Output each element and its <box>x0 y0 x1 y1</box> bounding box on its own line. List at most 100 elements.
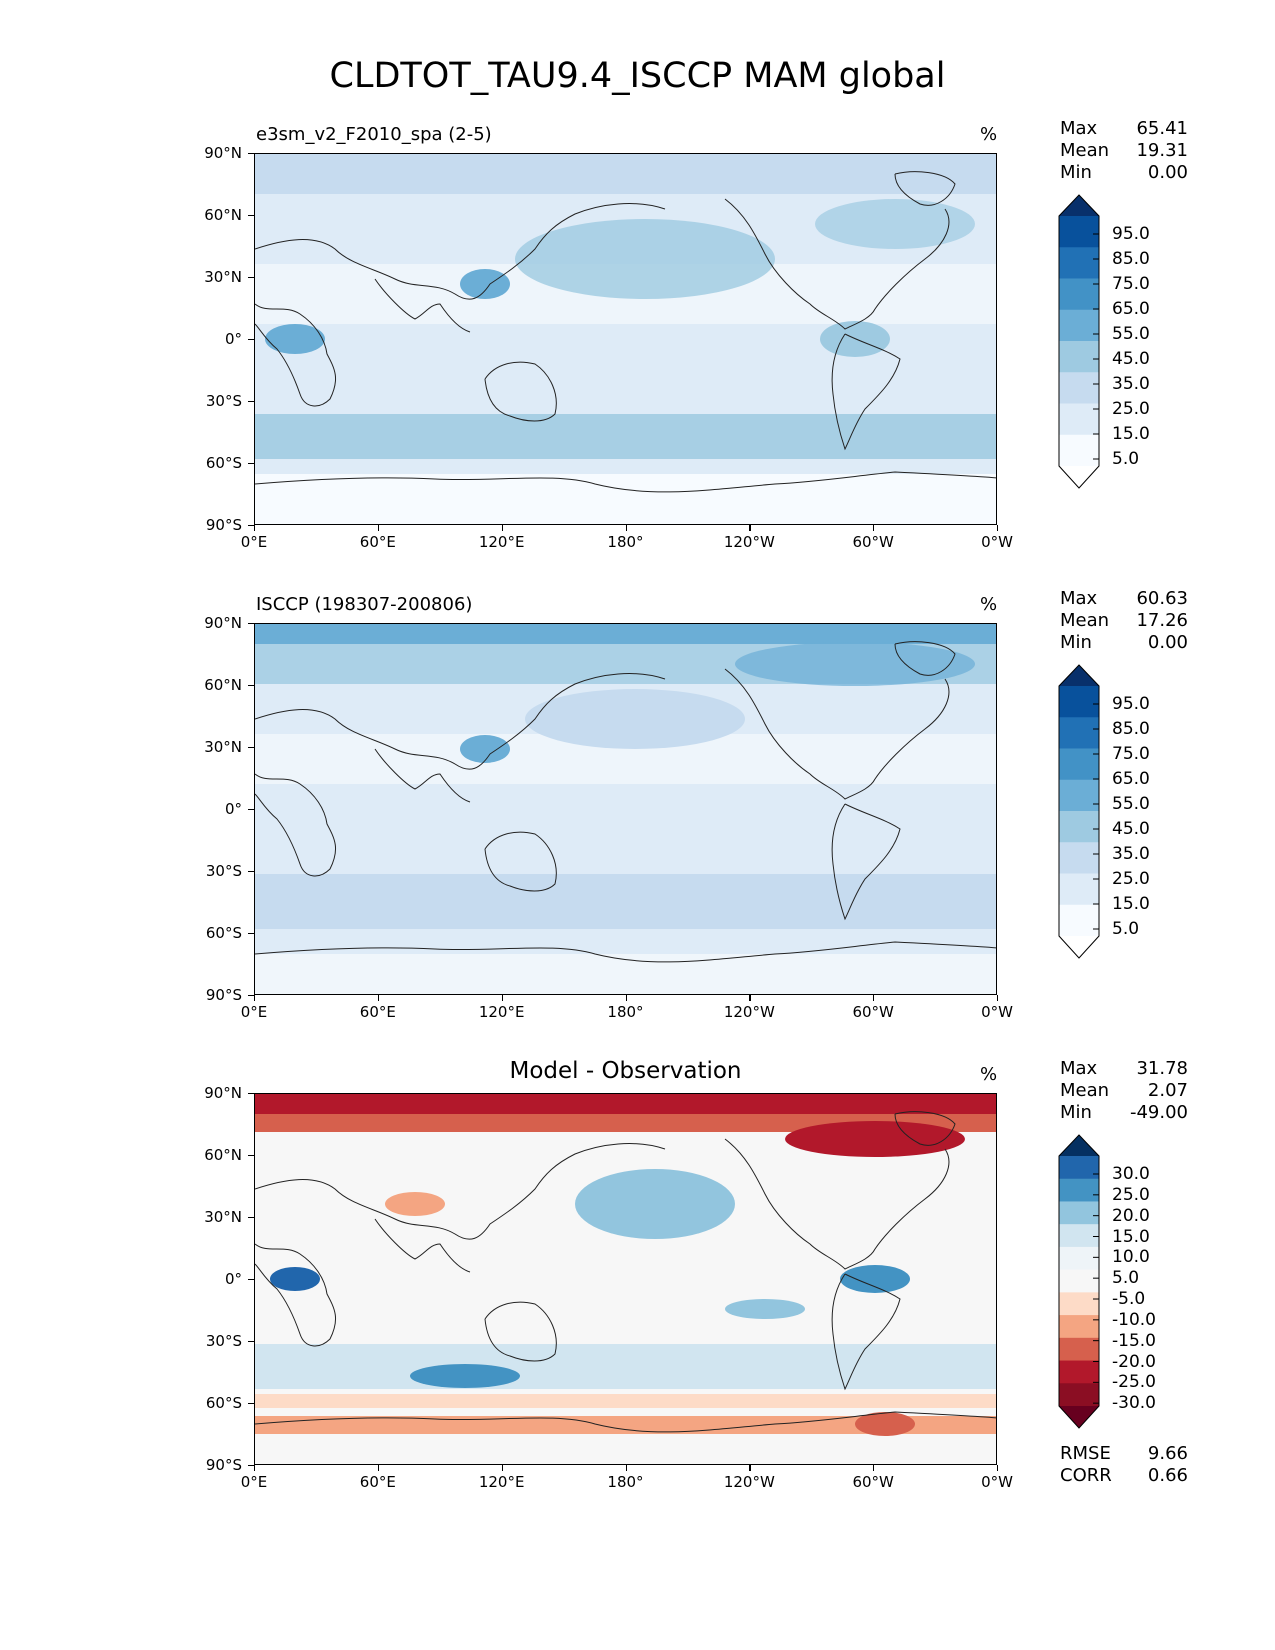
figure-title: CLDTOT_TAU9.4_ISCCP MAM global <box>329 56 946 96</box>
panel-2-mean-label: Mean <box>1060 610 1110 631</box>
panel-1-colorbar-label: 65.0 <box>1112 299 1150 319</box>
colorbar-segment <box>1059 309 1099 342</box>
panel-1-lat-tickmark <box>248 463 254 465</box>
panel-2-colorbar-label: 45.0 <box>1112 819 1150 839</box>
panel-3-lon-tickmark <box>501 1465 503 1471</box>
panel-1-map-canvas <box>255 154 996 524</box>
colorbar-segment <box>1059 1201 1099 1225</box>
panel-1-lon-tick: 120°E <box>478 533 525 551</box>
panel-2-colorbar-label: 25.0 <box>1112 869 1150 889</box>
panel-3-min-value: -49.00 <box>1129 1102 1188 1123</box>
panel-1-lat-tickmark <box>248 277 254 279</box>
coastline <box>374 748 471 803</box>
panel-3-max-label: Max <box>1060 1058 1098 1079</box>
panel-1-lat-tick: 30°N <box>204 268 242 286</box>
colorbar-segment <box>1059 1383 1099 1407</box>
panel-1-colorbar-label: 25.0 <box>1112 399 1150 419</box>
coastline <box>255 773 337 877</box>
coastline <box>894 641 956 676</box>
panel-2-colorbar-label: 15.0 <box>1112 894 1150 914</box>
colorbar-segment <box>1059 372 1099 404</box>
panel-3-lon-tickmark <box>625 1465 627 1471</box>
colorbar-extend-top <box>1059 665 1099 686</box>
panel-3-min-label: Min <box>1060 1102 1092 1123</box>
panel-2-lon-tickmark <box>749 995 751 1001</box>
panel-3-lon-tick: 60°E <box>359 1473 396 1491</box>
panel-1-colorbar <box>1058 194 1100 489</box>
panel-3-colorbar-label: 10.0 <box>1112 1247 1150 1268</box>
panel-3-lon-tick: 180° <box>607 1473 644 1491</box>
colorbar-segment <box>1059 278 1099 311</box>
colorbar-segment <box>1059 1360 1099 1384</box>
panel-1-map <box>254 153 997 525</box>
panel-2-lat-tick: 90°N <box>204 614 242 632</box>
colorbar-segment <box>1059 1246 1099 1271</box>
coastline <box>724 198 950 330</box>
panel-2-lat-tickmark <box>248 995 254 997</box>
panel-2-colorbar <box>1058 664 1100 959</box>
colorbar-segment <box>1059 1337 1099 1362</box>
panel-3-map <box>254 1093 997 1465</box>
panel-3-colorbar-label: -15.0 <box>1112 1330 1156 1351</box>
panel-1-colorbar-label: 95.0 <box>1112 224 1150 244</box>
panel-1-lon-tickmark <box>625 525 627 531</box>
panel-1-lat-tick: 90°S <box>205 516 242 534</box>
panel-2-lon-tick: 180° <box>607 1003 644 1021</box>
rmse-label: RMSE <box>1060 1443 1111 1464</box>
coastline <box>255 1243 337 1347</box>
colorbar-segment <box>1059 216 1099 248</box>
panel-2-colorbar-label: 95.0 <box>1112 694 1150 714</box>
panel-2-title: ISCCP (198307-200806) <box>256 594 473 615</box>
panel-1-lat-tick: 60°N <box>204 206 242 224</box>
colorbar-extend-bottom <box>1059 466 1099 488</box>
panel-3-units: % <box>980 1064 998 1085</box>
panel-3-mean-label: Mean <box>1060 1080 1110 1101</box>
colorbar-segment <box>1059 873 1099 906</box>
coastline <box>894 171 956 206</box>
colorbar-segment <box>1059 1292 1099 1316</box>
panel-3-lat-tickmark <box>248 1341 254 1343</box>
panel-1-lat-tickmark <box>248 215 254 217</box>
colorbar-extend-top <box>1059 195 1099 216</box>
panel-3-lon-tick: 120°E <box>478 1473 525 1491</box>
panel-2-min-value: 0.00 <box>1147 632 1188 653</box>
colorbar-extend-bottom <box>1059 1406 1099 1428</box>
panel-2-lon-tick: 120°E <box>478 1003 525 1021</box>
panel-1-mean-value: 19.31 <box>1136 140 1188 161</box>
colorbar-segment <box>1059 748 1099 781</box>
panel-1-lon-tick: 0°W <box>981 533 1013 551</box>
panel-3-lat-tick: 0° <box>224 1270 242 1288</box>
panel-2-lon-tick: 120°W <box>723 1003 775 1021</box>
coastline <box>255 673 666 770</box>
coastline <box>255 941 996 963</box>
panel-2-colorbar-label: 85.0 <box>1112 719 1150 739</box>
panel-2-stats: Max 60.63 Mean 17.26 Min 0.00 <box>1060 588 1188 654</box>
panel-2-lon-tickmark <box>873 995 875 1001</box>
panel-1-colorbar-label: 35.0 <box>1112 374 1150 394</box>
panel-1-lon-tick: 120°W <box>723 533 775 551</box>
colorbar-outline <box>1058 664 1100 959</box>
panel-3-lat-tick: 60°N <box>204 1146 242 1164</box>
panel-3-colorbar-label: -30.0 <box>1112 1393 1156 1414</box>
panel-2-lat-tickmark <box>248 623 254 625</box>
panel-1-lat-tick: 0° <box>224 330 242 348</box>
panel-2-min-label: Min <box>1060 632 1092 653</box>
panel-2-lat-tickmark <box>248 933 254 935</box>
panel-1-colorbar-label: 45.0 <box>1112 349 1150 369</box>
coastline <box>831 803 901 921</box>
panel-3-mean-value: 2.07 <box>1147 1080 1188 1101</box>
panel-1-lat-tick: 60°S <box>205 454 242 472</box>
panel-3-lat-tick: 60°S <box>205 1394 242 1412</box>
panel-3-lon-tickmark <box>254 1465 256 1471</box>
panel-1-lat-tickmark <box>248 525 254 527</box>
panel-1-lat-tickmark <box>248 401 254 403</box>
panel-1-lon-tick: 180° <box>607 533 644 551</box>
panel-3-lon-tick: 0°E <box>240 1473 268 1491</box>
panel-2-lat-tick: 60°S <box>205 924 242 942</box>
rmse-value: 9.66 <box>1147 1443 1188 1464</box>
panel-1-min-label: Min <box>1060 162 1092 183</box>
panel-2-colorbar-label: 55.0 <box>1112 794 1150 814</box>
panel-3-lat-tickmark <box>248 1279 254 1281</box>
panel-1-stats: Max 65.41 Mean 19.31 Min 0.00 <box>1060 118 1188 184</box>
colorbar-segment <box>1059 842 1099 874</box>
